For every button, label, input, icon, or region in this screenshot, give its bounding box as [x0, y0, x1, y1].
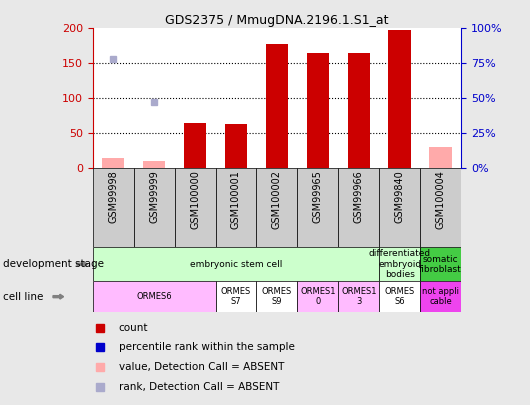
Text: count: count — [119, 323, 148, 333]
Bar — [216, 168, 257, 247]
Bar — [420, 247, 461, 281]
Text: ORMES6: ORMES6 — [136, 292, 172, 301]
Bar — [338, 168, 379, 247]
Text: value, Detection Call = ABSENT: value, Detection Call = ABSENT — [119, 362, 284, 372]
Text: ORMES
S7: ORMES S7 — [221, 287, 251, 306]
Text: GSM99998: GSM99998 — [108, 171, 118, 223]
Text: GSM99840: GSM99840 — [395, 171, 405, 223]
Bar — [174, 168, 216, 247]
Text: not appli
cable: not appli cable — [422, 287, 459, 306]
Text: GSM99965: GSM99965 — [313, 171, 323, 223]
Bar — [379, 281, 420, 312]
Text: ORMES1
0: ORMES1 0 — [300, 287, 335, 306]
Text: somatic
fibroblast: somatic fibroblast — [419, 255, 462, 274]
Text: GSM100004: GSM100004 — [436, 171, 446, 229]
Bar — [379, 168, 420, 247]
Bar — [338, 281, 379, 312]
Bar — [297, 281, 338, 312]
Bar — [184, 123, 206, 168]
Text: GSM99966: GSM99966 — [354, 171, 364, 223]
Text: percentile rank within the sample: percentile rank within the sample — [119, 343, 294, 352]
Text: ORMES
S6: ORMES S6 — [385, 287, 415, 306]
Text: ORMES
S9: ORMES S9 — [262, 287, 292, 306]
Bar — [102, 158, 125, 168]
Text: GSM100001: GSM100001 — [231, 171, 241, 229]
Bar — [257, 281, 297, 312]
Bar — [306, 53, 329, 168]
Bar — [266, 44, 288, 168]
Bar — [93, 247, 379, 281]
Text: GSM100002: GSM100002 — [272, 171, 282, 230]
Text: GSM100000: GSM100000 — [190, 171, 200, 229]
Bar — [134, 168, 174, 247]
Text: cell line: cell line — [3, 292, 43, 302]
Bar — [257, 168, 297, 247]
Text: embryonic stem cell: embryonic stem cell — [190, 260, 282, 269]
Text: rank, Detection Call = ABSENT: rank, Detection Call = ABSENT — [119, 382, 279, 392]
Bar — [379, 247, 420, 281]
Bar — [143, 161, 165, 168]
Bar — [93, 281, 216, 312]
Bar — [348, 53, 370, 168]
Text: development stage: development stage — [3, 259, 104, 269]
Bar — [93, 168, 134, 247]
Bar — [216, 281, 257, 312]
Bar — [225, 124, 248, 168]
Bar — [420, 281, 461, 312]
Text: GSM99999: GSM99999 — [149, 171, 159, 223]
Bar — [297, 168, 338, 247]
Bar — [420, 168, 461, 247]
Text: differentiated
embryoid
bodies: differentiated embryoid bodies — [369, 249, 431, 279]
Text: ORMES1
3: ORMES1 3 — [341, 287, 376, 306]
Bar — [388, 30, 411, 168]
Bar — [429, 147, 452, 168]
Title: GDS2375 / MmugDNA.2196.1.S1_at: GDS2375 / MmugDNA.2196.1.S1_at — [165, 14, 388, 27]
